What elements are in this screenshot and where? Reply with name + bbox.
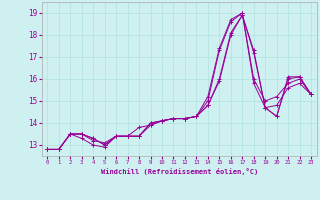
X-axis label: Windchill (Refroidissement éolien,°C): Windchill (Refroidissement éolien,°C) xyxy=(100,168,258,175)
